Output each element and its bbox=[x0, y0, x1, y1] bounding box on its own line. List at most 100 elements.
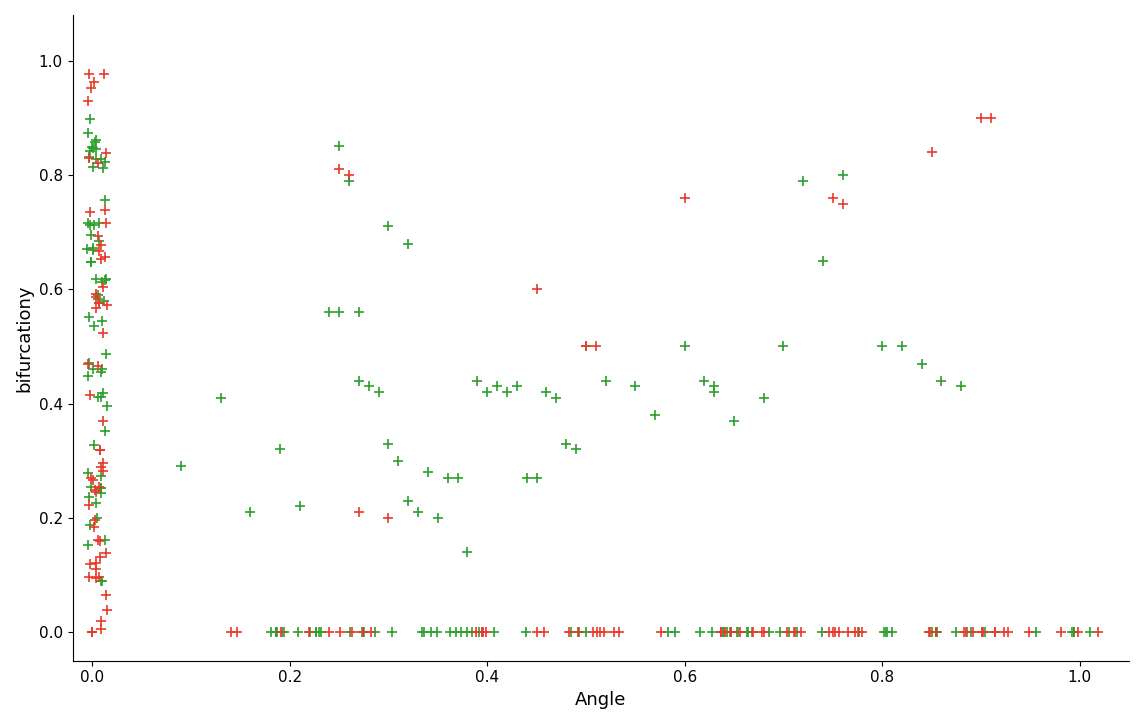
Point bbox=[755, 392, 773, 404]
Point bbox=[80, 68, 98, 80]
Point bbox=[359, 381, 378, 392]
Point bbox=[508, 381, 526, 392]
Point bbox=[812, 626, 831, 638]
Point bbox=[267, 626, 285, 638]
Point bbox=[971, 112, 990, 124]
Point bbox=[90, 445, 109, 456]
Point bbox=[626, 381, 644, 392]
Point bbox=[89, 298, 108, 309]
Point bbox=[87, 563, 105, 575]
Point bbox=[340, 169, 358, 181]
Point bbox=[97, 400, 116, 412]
Point bbox=[90, 236, 109, 248]
Point bbox=[792, 626, 810, 638]
Point bbox=[307, 626, 325, 638]
Point bbox=[728, 626, 746, 638]
Point bbox=[90, 445, 109, 456]
Point bbox=[595, 626, 613, 638]
Point bbox=[96, 251, 114, 263]
Point bbox=[488, 381, 507, 392]
Point bbox=[80, 357, 98, 369]
Point bbox=[972, 626, 991, 638]
Point bbox=[92, 575, 110, 586]
Point bbox=[93, 276, 111, 287]
Point bbox=[340, 175, 358, 187]
Point bbox=[928, 626, 946, 638]
Point bbox=[82, 481, 101, 492]
Point bbox=[413, 626, 431, 638]
Point bbox=[975, 626, 993, 638]
Point bbox=[355, 626, 373, 638]
Point bbox=[92, 470, 110, 481]
Point bbox=[320, 306, 339, 318]
Point bbox=[89, 217, 108, 229]
Point bbox=[80, 311, 98, 323]
Point bbox=[448, 472, 467, 484]
Point bbox=[92, 391, 110, 403]
Point bbox=[452, 626, 470, 638]
Point bbox=[92, 366, 110, 377]
Point bbox=[873, 340, 891, 352]
Point bbox=[380, 438, 398, 450]
Point bbox=[547, 392, 565, 404]
Point bbox=[646, 409, 665, 421]
Point bbox=[923, 626, 942, 638]
Point bbox=[95, 68, 113, 80]
Point bbox=[84, 242, 102, 253]
Point bbox=[87, 134, 105, 146]
Point bbox=[610, 626, 628, 638]
Point bbox=[86, 136, 104, 148]
Point bbox=[92, 487, 110, 499]
Point bbox=[705, 387, 723, 398]
Point bbox=[87, 557, 105, 569]
Point bbox=[588, 626, 606, 638]
Point bbox=[1000, 626, 1018, 638]
Point bbox=[577, 626, 595, 638]
Point bbox=[485, 626, 503, 638]
Point bbox=[839, 626, 857, 638]
Point bbox=[963, 626, 982, 638]
Point bbox=[96, 195, 114, 206]
Point bbox=[567, 444, 586, 455]
Point bbox=[517, 626, 535, 638]
Point bbox=[92, 481, 110, 493]
Point bbox=[517, 472, 535, 484]
Point bbox=[350, 375, 368, 387]
Point bbox=[583, 626, 602, 638]
Point bbox=[722, 626, 740, 638]
Point bbox=[97, 604, 116, 615]
Point bbox=[84, 161, 102, 172]
Point bbox=[84, 143, 102, 154]
Point bbox=[94, 465, 112, 476]
Point bbox=[341, 626, 359, 638]
Point bbox=[229, 626, 247, 638]
Point bbox=[95, 204, 113, 216]
Point bbox=[1065, 626, 1083, 638]
Point bbox=[241, 506, 260, 518]
Point bbox=[365, 626, 383, 638]
Point bbox=[774, 340, 793, 352]
Point bbox=[986, 626, 1004, 638]
Point bbox=[438, 472, 456, 484]
Point bbox=[79, 127, 97, 139]
Point bbox=[82, 82, 101, 93]
Point bbox=[89, 392, 108, 403]
Point bbox=[760, 626, 778, 638]
Point bbox=[291, 500, 309, 512]
Point bbox=[1068, 626, 1087, 638]
Point bbox=[94, 416, 112, 427]
Point bbox=[955, 626, 974, 638]
Point bbox=[415, 626, 434, 638]
Point bbox=[94, 457, 112, 468]
Y-axis label: bifurcationy: bifurcationy bbox=[15, 284, 33, 392]
Point bbox=[301, 626, 319, 638]
Point bbox=[408, 506, 427, 518]
Point bbox=[498, 387, 516, 398]
Point bbox=[527, 284, 546, 295]
Point bbox=[79, 96, 97, 107]
Point bbox=[604, 626, 622, 638]
Point bbox=[87, 288, 105, 300]
Point bbox=[745, 626, 763, 638]
Point bbox=[596, 375, 614, 387]
Point bbox=[440, 626, 459, 638]
